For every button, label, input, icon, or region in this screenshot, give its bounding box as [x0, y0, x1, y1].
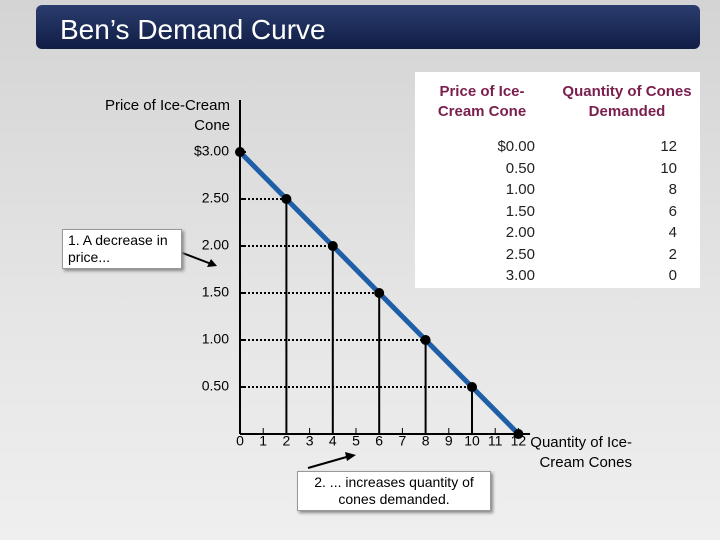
x-tick-label: 11	[488, 433, 503, 449]
table-cell: 2	[668, 245, 677, 263]
table-cell: 2.50	[505, 245, 535, 263]
point	[467, 382, 477, 392]
table-header: Quantity of Cones Demanded	[562, 83, 692, 120]
y-tick-label: 2.00	[202, 237, 229, 253]
x-tick-label: 3	[306, 433, 314, 449]
arrow	[179, 251, 215, 266]
arrow	[307, 455, 351, 469]
y-tick-label: 2.50	[202, 190, 229, 206]
y-tick-label: $3.00	[194, 143, 229, 159]
point	[374, 288, 385, 298]
title-bar	[36, 5, 700, 49]
y-tick-label: 1.00	[202, 331, 229, 347]
table-cell: 4	[668, 224, 677, 241]
table-cell: 10	[660, 159, 677, 177]
x-tick-label: 10	[464, 433, 480, 449]
table-cell: 1.00	[505, 181, 535, 198]
slide-title: Ben’s Demand Curve	[60, 14, 326, 45]
y-axis-label: Price of Ice-Cream Cone	[104, 97, 230, 134]
table-cell: $0.00	[497, 138, 535, 155]
x-tick-label: 8	[422, 433, 430, 449]
x-tick-label: 5	[352, 433, 360, 449]
point	[513, 429, 524, 439]
table-cell: 12	[660, 138, 677, 155]
table-cell: 0.50	[505, 159, 535, 177]
x-tick-label: 6	[375, 433, 383, 449]
x-tick-label: 2	[283, 433, 291, 449]
table-cell: 1.50	[505, 202, 535, 220]
point	[420, 335, 431, 345]
table: Price of Ice-Cream Cone Quantity of Cones…	[415, 72, 700, 288]
table-cell: 3.00	[505, 267, 535, 284]
table-cell: 0	[668, 267, 677, 284]
y-tick-label: 0.50	[202, 378, 229, 394]
point	[281, 194, 292, 204]
point	[235, 147, 245, 157]
arrow-head	[345, 452, 356, 461]
table-header: Price of Ice-Cream Cone	[437, 83, 527, 120]
annotation: 1. A decrease in price...	[62, 229, 182, 269]
x-axis-label: Quantity of Ice-Cream Cones	[530, 434, 632, 471]
x-tick-label: 9	[445, 433, 453, 449]
table-cell: 6	[668, 202, 677, 220]
table-cell: 8	[668, 181, 677, 198]
x-tick-label: 7	[399, 433, 407, 449]
annotation: 2. ... increases quantity of cones deman…	[297, 471, 491, 511]
point	[327, 241, 338, 251]
table-cell: 2.00	[505, 224, 535, 241]
x-tick-label: 0	[236, 433, 244, 449]
arrow-head	[207, 259, 217, 267]
y-tick-label: 1.50	[202, 284, 229, 300]
x-tick-label: 1	[259, 433, 267, 449]
x-tick-label: 4	[329, 433, 337, 449]
